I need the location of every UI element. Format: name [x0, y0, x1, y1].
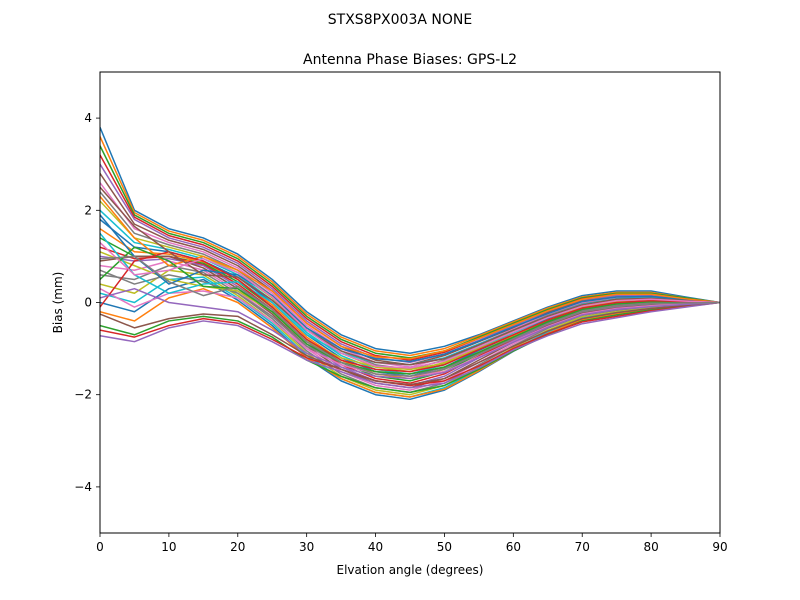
y-axis-ticks: −4 −2 0 2 4: [74, 111, 100, 494]
series-lines: [100, 127, 720, 401]
y-tick-label: 0: [84, 296, 92, 310]
series-line-32: [100, 195, 720, 360]
series-line-36: [100, 186, 720, 366]
series-line-1: [100, 127, 720, 354]
series-line-25: [100, 301, 720, 389]
series-line-26: [100, 301, 720, 386]
series-line-24: [100, 301, 720, 387]
series-line-5: [100, 163, 720, 364]
x-tick-label: 0: [96, 540, 104, 554]
series-line-35: [100, 287, 720, 380]
x-tick-label: 10: [161, 540, 176, 554]
series-line-38: [100, 255, 720, 378]
y-tick-label: 2: [84, 203, 92, 217]
series-line-31: [100, 214, 720, 363]
x-axis-label: Elvation angle (degrees): [337, 563, 484, 577]
x-tick-label: 20: [230, 540, 245, 554]
x-tick-label: 80: [643, 540, 658, 554]
series-line-37: [100, 242, 720, 369]
y-axis-label: Bias (mm): [51, 272, 65, 334]
x-tick-label: 30: [299, 540, 314, 554]
series-line-34: [100, 251, 720, 373]
x-tick-label: 70: [575, 540, 590, 554]
figure-suptitle: STXS8PX003A NONE: [328, 12, 472, 28]
series-line-23: [100, 301, 720, 394]
chart-title: Antenna Phase Biases: GPS-L2: [303, 52, 517, 68]
x-tick-label: 50: [437, 540, 452, 554]
series-line-2: [100, 136, 720, 357]
series-line-33: [100, 246, 720, 375]
x-axis-ticks: 0 10 20 30 40 50 60 70 80 90: [96, 533, 728, 554]
series-line-22: [100, 287, 720, 398]
x-tick-label: 60: [506, 540, 521, 554]
series-line-3: [100, 145, 720, 359]
x-tick-label: 40: [368, 540, 383, 554]
y-tick-label: 4: [84, 111, 92, 125]
x-tick-label: 90: [712, 540, 727, 554]
y-tick-label: −2: [74, 388, 92, 402]
series-line-7: [100, 182, 720, 368]
y-tick-label: −4: [74, 480, 92, 494]
